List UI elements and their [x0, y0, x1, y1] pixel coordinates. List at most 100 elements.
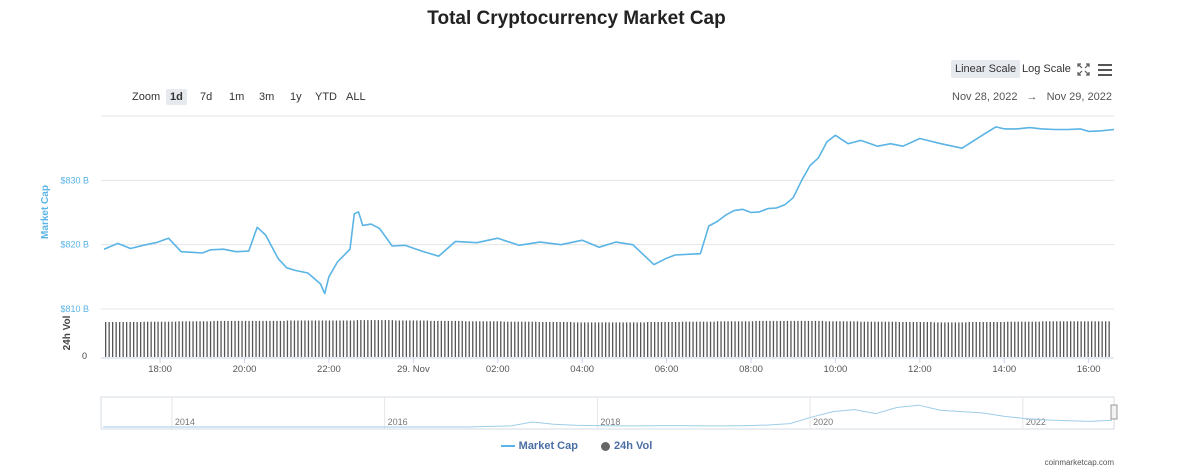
legend-market-cap[interactable]: Market Cap	[500, 440, 578, 452]
volume-bar	[1003, 322, 1005, 357]
volume-bar	[136, 322, 138, 357]
x-tick-label: 08:00	[739, 364, 763, 375]
volume-bar	[528, 321, 530, 357]
volume-bar	[986, 322, 988, 357]
volume-bars	[105, 320, 1110, 357]
volume-bar	[821, 320, 824, 357]
navigator-handle[interactable]	[1110, 404, 1118, 420]
volume-bar	[363, 320, 365, 357]
volume-bar	[765, 320, 768, 357]
volume-bar	[437, 320, 439, 357]
volume-bar	[430, 320, 432, 357]
x-tick-label: 18:00	[148, 364, 172, 375]
volume-bar	[370, 320, 372, 357]
volume-bar	[633, 322, 635, 357]
x-tick-label: 10:00	[824, 364, 848, 375]
volume-bar	[220, 320, 222, 357]
volume-bar	[804, 320, 806, 357]
volume-bar	[112, 322, 114, 357]
x-tick-label: 02:00	[486, 364, 510, 375]
zoom-1y-button[interactable]: 1y	[290, 91, 302, 103]
zoom-all-button[interactable]: ALL	[346, 91, 366, 103]
date-from[interactable]: Nov 28, 2022	[952, 91, 1018, 103]
volume-bar	[140, 322, 142, 357]
volume-bar	[846, 321, 848, 357]
volume-bar	[181, 321, 184, 357]
volume-bar	[157, 321, 159, 357]
zoom-3m-button[interactable]: 3m	[259, 91, 275, 103]
volume-bar	[615, 322, 617, 357]
volume-bar	[538, 322, 540, 357]
volume-bar	[458, 320, 460, 357]
volume-bar	[276, 320, 278, 357]
volume-bar	[119, 322, 121, 357]
zoom-1d-button[interactable]: 1d	[166, 89, 187, 105]
volume-bar	[671, 322, 673, 357]
zoom-1m-button[interactable]: 1m	[229, 91, 245, 103]
navigator-frame[interactable]	[100, 396, 1115, 430]
volume-bar	[412, 320, 414, 357]
volume-bar	[919, 322, 921, 357]
market-cap-line-icon	[500, 445, 515, 448]
volume-bar	[377, 320, 379, 357]
volume-bar	[923, 322, 925, 357]
expand-icon[interactable]	[1077, 63, 1090, 76]
volume-bar	[713, 321, 715, 357]
linear-scale-button[interactable]: Linear Scale	[951, 60, 1021, 78]
volume-bar	[678, 322, 680, 357]
volume-bar	[930, 322, 932, 357]
volume-bar	[1101, 321, 1103, 357]
volume-bar	[237, 320, 240, 357]
volume-bar	[727, 321, 729, 357]
legend-volume-label: 24h Vol	[614, 440, 653, 452]
volume-bar	[426, 320, 428, 357]
menu-icon[interactable]	[1098, 64, 1112, 76]
volume-bar	[234, 320, 236, 357]
volume-bar	[174, 321, 177, 357]
credits[interactable]: coinmarketcap.com	[1044, 458, 1114, 467]
volume-bar	[178, 321, 180, 357]
volume-bar	[993, 322, 995, 357]
volume-bar	[503, 321, 505, 357]
volume-bar	[402, 320, 404, 357]
volume-bar	[251, 320, 254, 357]
volume-bar	[258, 320, 261, 357]
volume-bar	[290, 320, 292, 357]
volume-bar	[640, 322, 642, 357]
volume-bar	[465, 321, 467, 357]
x-tick-label: 22:00	[317, 364, 341, 375]
volume-bar	[664, 322, 666, 357]
volume-bar	[143, 321, 145, 357]
volume-bar	[591, 322, 593, 357]
navigator[interactable]: 2014 2016 2018 2020 2022	[100, 396, 1118, 430]
navigator-tick-label: 2016	[388, 417, 408, 427]
volume-bar	[486, 321, 488, 357]
volume-bar	[133, 322, 135, 357]
volume-bar	[325, 320, 327, 357]
volume-bar	[496, 321, 498, 357]
zoom-7d-button[interactable]: 7d	[200, 91, 213, 103]
volume-bar	[965, 322, 967, 357]
volume-bar	[559, 322, 561, 357]
volume-bar	[1042, 321, 1044, 357]
volume-bar	[286, 320, 289, 357]
volume-bar	[849, 321, 852, 357]
volume-bar	[650, 322, 652, 357]
legend-volume[interactable]: 24h Vol	[601, 440, 652, 452]
volume-bar	[255, 320, 257, 357]
volume-bar	[188, 321, 191, 357]
log-scale-button[interactable]: Log Scale	[1022, 63, 1071, 75]
x-tick-label: 06:00	[655, 364, 679, 375]
volume-bar	[972, 322, 974, 357]
volume-bar	[223, 320, 226, 357]
volume-bar	[367, 320, 369, 357]
volume-bar	[444, 320, 446, 357]
zoom-ytd-button[interactable]: YTD	[315, 91, 337, 103]
volume-bar	[1098, 321, 1100, 357]
market-cap-chart[interactable]: $810 B $820 B $830 B Market Cap 24h Vol 0 18:0…	[0, 0, 1200, 440]
volume-bar	[1035, 321, 1037, 357]
volume-bar	[734, 321, 736, 357]
zoom-label: Zoom	[132, 91, 161, 103]
date-to[interactable]: Nov 29, 2022	[1046, 91, 1112, 103]
x-tick-label: 16:00	[1077, 364, 1101, 375]
